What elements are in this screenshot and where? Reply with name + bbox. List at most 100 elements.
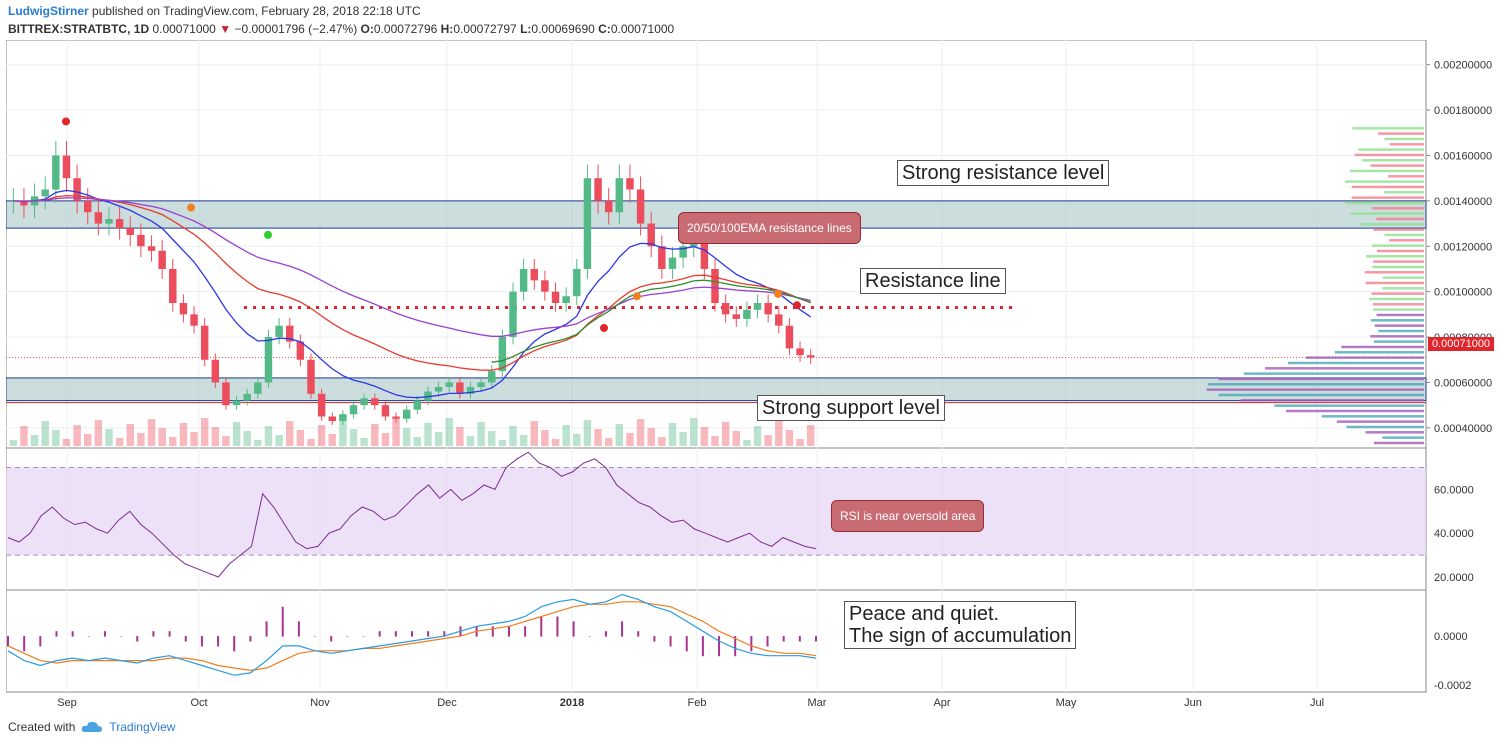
volume-bar — [424, 423, 431, 446]
candle-body — [392, 416, 399, 418]
macd-hist-bar — [169, 631, 171, 636]
volume-bar — [594, 429, 601, 446]
volume-bar — [658, 437, 665, 446]
volume-bar — [701, 427, 708, 446]
volume-bar — [637, 419, 644, 446]
high-label: H: — [441, 22, 454, 36]
x-tick-label: Mar — [808, 697, 827, 709]
candle-body — [254, 382, 261, 393]
candle-body — [127, 228, 134, 235]
cross-marker — [793, 301, 801, 309]
chart-canvas[interactable]: Sep Oct Nov Dec 2018 Feb Mar Apr May Jun Jul 0.0004… — [6, 40, 1496, 712]
rsi-tick-label: 20.0000 — [1434, 572, 1474, 584]
volume-bar — [403, 428, 410, 446]
volume-bar — [158, 428, 165, 446]
candle-body — [647, 224, 654, 247]
y-tick-label: 0.00180000 — [1434, 105, 1492, 117]
candle-body — [775, 314, 782, 325]
volume-profile-bar — [1345, 202, 1424, 205]
candle-body — [158, 251, 165, 269]
volume-bar — [212, 427, 219, 446]
macd-hist-bar — [411, 631, 413, 636]
volume-profile-bar — [1337, 420, 1424, 423]
volume-profile-bar — [1384, 138, 1424, 141]
x-tick-label: Sep — [57, 697, 77, 709]
volume-profile-bar — [1346, 426, 1424, 429]
macd-hist-bar — [249, 636, 251, 641]
volume-profile-bar — [1358, 148, 1424, 151]
volume-profile-bar — [1388, 175, 1424, 178]
candle-body — [520, 269, 527, 292]
tradingview-link[interactable]: TradingView — [109, 720, 175, 734]
low-value: 0.00069690 — [531, 22, 594, 36]
volume-bar — [722, 422, 729, 446]
candle-body — [41, 190, 48, 197]
published-text: published on TradingView.com, February 2… — [92, 4, 421, 18]
resistance-line-label: Resistance line — [860, 268, 1006, 294]
macd-hist-bar — [120, 636, 122, 637]
candle-body — [403, 410, 410, 419]
volume-profile-bar — [1373, 228, 1424, 231]
candle-body — [786, 326, 793, 349]
x-tick-label: Jun — [1184, 697, 1202, 709]
volume-profile-bar — [1286, 410, 1424, 413]
volume-bar — [137, 433, 144, 446]
volume-bar — [669, 423, 676, 446]
macd-hist-bar — [346, 636, 348, 637]
volume-bar — [764, 435, 771, 446]
macd-tick-label: 0.0000 — [1434, 631, 1468, 643]
change-value: −0.00001796 (−2.47%) — [234, 22, 357, 36]
volume-profile-bar — [1373, 260, 1424, 263]
candle-body — [626, 178, 633, 189]
candle-body — [541, 280, 548, 291]
macd-hist-bar — [88, 636, 90, 637]
volume-bar — [796, 439, 803, 446]
macd-hist-bar — [379, 631, 381, 636]
macd-hist-bar — [589, 636, 591, 637]
author-link[interactable]: LudwigStirner — [8, 4, 89, 18]
x-tick-label: Apr — [933, 697, 950, 709]
volume-bar — [477, 422, 484, 446]
high-value: 0.00072797 — [453, 22, 516, 36]
volume-profile-bar — [1218, 378, 1424, 381]
candle-body — [350, 405, 357, 414]
volume-bar — [584, 420, 591, 446]
candle-body — [456, 382, 463, 393]
candle-body — [637, 190, 644, 224]
y-tick-label: 0.00040000 — [1434, 423, 1492, 435]
volume-bar — [265, 426, 272, 446]
last-price-tag: 0.00071000 — [1428, 337, 1494, 351]
candle-body — [148, 246, 155, 251]
candle-body — [233, 401, 240, 406]
volume-bar — [105, 429, 112, 446]
volume-profile-bar — [1362, 159, 1424, 162]
candle-body — [371, 398, 378, 405]
candle-body — [180, 303, 187, 314]
macd-hist-bar — [185, 636, 187, 641]
candle-body — [169, 269, 176, 303]
candle-body — [658, 246, 665, 269]
x-tick-label: Nov — [310, 697, 330, 709]
volume-bar — [275, 435, 282, 446]
macd-hist-bar — [55, 631, 57, 636]
macd-hist-bar — [217, 636, 219, 646]
candle-body — [243, 394, 250, 401]
macd-hist-bar — [621, 621, 623, 636]
volume-bar — [786, 430, 793, 446]
volume-bar — [41, 421, 48, 446]
volume-bar — [297, 430, 304, 446]
cross-marker — [633, 292, 641, 300]
low-label: L: — [520, 22, 531, 36]
volume-bar — [775, 421, 782, 446]
volume-profile-bar — [1369, 298, 1424, 301]
volume-profile-bar — [1350, 212, 1424, 215]
macd-hist-bar — [201, 636, 203, 646]
volume-bar — [414, 437, 421, 446]
volume-bar — [307, 439, 314, 446]
candle-body — [509, 292, 516, 337]
volume-bar — [222, 436, 229, 446]
volume-bar — [754, 426, 761, 446]
macd-hist-bar — [524, 626, 526, 636]
volume-profile-bar — [1373, 308, 1424, 311]
volume-bar — [445, 418, 452, 446]
